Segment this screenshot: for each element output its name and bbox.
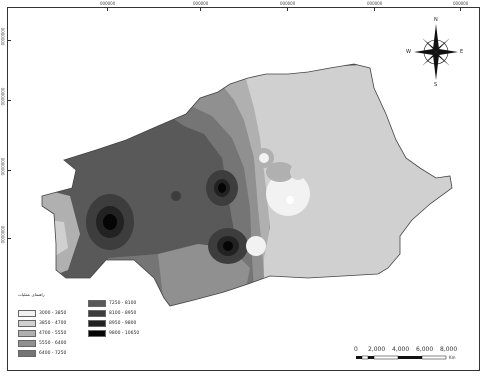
top-tick-label: 000000: [193, 1, 209, 6]
top-tick: [374, 7, 375, 11]
left-tick: [7, 170, 11, 171]
legend-swatch: [88, 320, 106, 327]
top-tick-label: 000000: [453, 1, 469, 6]
left-tick-label: 0000000: [0, 157, 6, 176]
legend-item: 8100 - 8950: [88, 310, 136, 317]
west-label: W: [406, 49, 411, 55]
legend-swatch: [88, 330, 106, 337]
legend-label: 5550 - 6400: [39, 341, 67, 346]
left-tick: [7, 40, 11, 41]
legend-item: 8950 - 9800: [88, 320, 136, 327]
legend-swatch: [88, 310, 106, 317]
east-label: E: [460, 49, 464, 55]
hotspot-south-core: [223, 241, 233, 251]
top-tick-label: 000000: [280, 1, 296, 6]
coldspot-east-ring: [266, 162, 294, 182]
legend-label: 8950 - 9800: [109, 321, 137, 326]
hotspot-small: [171, 191, 181, 201]
legend-label: 3850 - 4700: [39, 321, 67, 326]
legend-swatch: [18, 350, 36, 357]
scale-label: 0: [354, 346, 358, 353]
top-tick-label: 000000: [367, 1, 383, 6]
top-tick: [200, 7, 201, 11]
legend-swatch: [18, 310, 36, 317]
legend-item: 3000 - 3850: [18, 310, 66, 317]
legend-swatch: [18, 320, 36, 327]
legend-item: 7250 - 8100: [88, 300, 136, 307]
legend-label: 6400 - 7250: [39, 351, 67, 356]
map-legend: راهنمای عملیات 3000 - 3850 3850 - 4700 470…: [18, 292, 168, 364]
legend-swatch: [18, 330, 36, 337]
legend-label: 8100 - 8950: [109, 311, 137, 316]
scale-label: 6,000: [416, 346, 434, 353]
legend-swatch: [18, 340, 36, 347]
legend-label: 9800 - 10650: [109, 331, 140, 336]
coldspot-east: [266, 172, 310, 216]
left-tick-label: 0000000: [0, 27, 6, 46]
legend-item: 3850 - 4700: [18, 320, 66, 327]
north-label: N: [434, 17, 438, 23]
top-tick: [287, 7, 288, 11]
hotspot-center-core: [218, 183, 226, 193]
legend-label: 3000 - 3850: [39, 311, 67, 316]
left-tick: [7, 238, 11, 239]
coldspot-east-small: [290, 164, 306, 180]
hotspot-west-core: [103, 214, 117, 230]
map-frame: [7, 7, 480, 371]
top-tick: [460, 7, 461, 11]
scale-unit: Km: [449, 355, 456, 360]
left-tick: [7, 100, 11, 101]
south-label: S: [434, 82, 438, 88]
coldspot-north: [259, 153, 269, 163]
scale-bar-graphic: [356, 355, 447, 360]
zone-band-3: [218, 72, 270, 306]
coldspot-south: [246, 236, 266, 256]
legend-item: 5550 - 6400: [18, 340, 66, 347]
legend-title: راهنمای عملیات: [18, 292, 45, 297]
legend-item: 9800 - 10650: [88, 330, 139, 337]
coldspot-east-core: [286, 196, 294, 204]
compass-rose-icon: N S W E: [406, 17, 464, 88]
legend-label: 7250 - 8100: [109, 301, 137, 306]
legend-label: 4700 - 5550: [39, 331, 67, 336]
region-outline: [41, 63, 453, 307]
legend-item: 4700 - 5550: [18, 330, 66, 337]
legend-swatch: [88, 300, 106, 307]
scale-label: 8,000: [440, 346, 458, 353]
top-tick-label: 000000: [100, 1, 116, 6]
scale-label: 4,000: [392, 346, 410, 353]
legend-item: 6400 - 7250: [18, 350, 66, 357]
left-tick-label: 0000000: [0, 87, 6, 106]
scale-bar: 0 2,000 4,000 6,000 8,000 Km: [354, 346, 464, 366]
top-tick: [107, 7, 108, 11]
left-tick-label: 0000000: [0, 225, 6, 244]
scale-label: 2,000: [368, 346, 386, 353]
isoline-map: [41, 63, 453, 307]
